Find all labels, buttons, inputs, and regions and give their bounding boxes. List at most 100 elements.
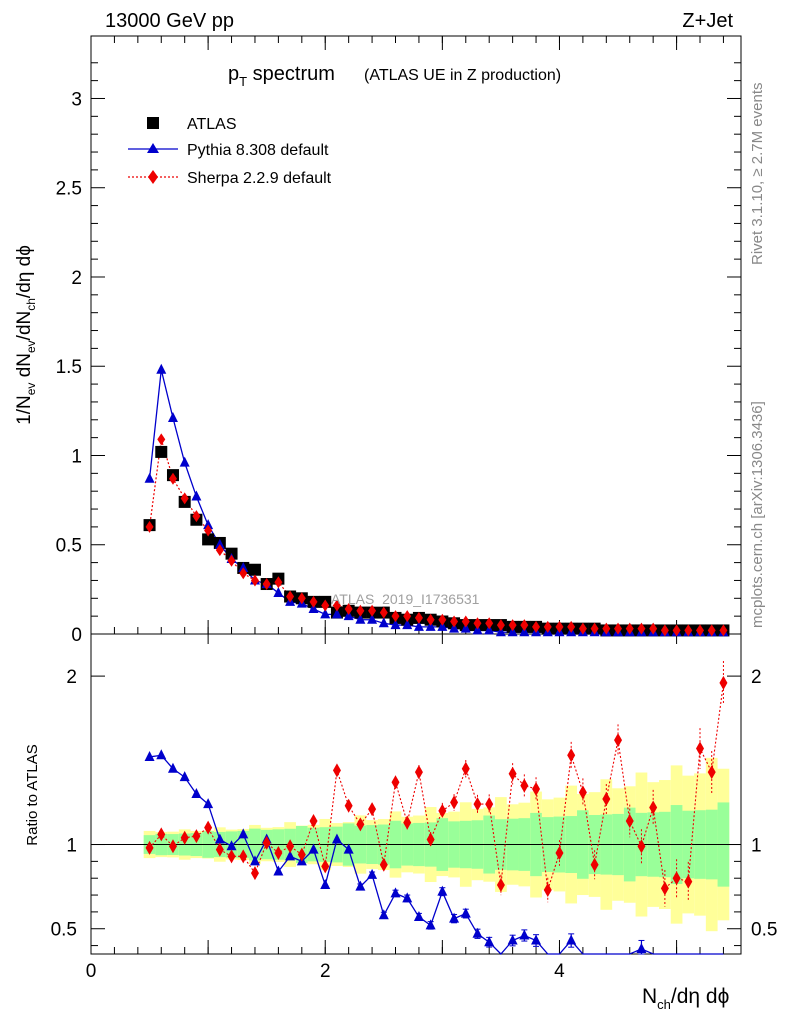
x-tick-label: 2 [320, 961, 331, 982]
sherpa-ratio-point [414, 765, 423, 780]
sherpa-ratio-point [614, 733, 623, 748]
pythia-point [472, 624, 483, 635]
sherpa-ratio-point [485, 797, 494, 812]
atlas-point [155, 445, 168, 458]
sherpa-point [719, 624, 728, 637]
sherpa-ratio-point [450, 795, 459, 810]
pythia-point [484, 624, 495, 635]
sherpa-point [426, 613, 435, 626]
ratio-tick-label-right: 2 [751, 667, 762, 688]
main-series [143, 363, 730, 637]
sherpa-ratio-point [532, 781, 541, 796]
sherpa-point [578, 622, 587, 635]
y-tick-label: 0 [71, 625, 82, 646]
pythia-ratio-point [214, 833, 225, 844]
sherpa-point [180, 492, 189, 505]
sherpa-point [309, 595, 318, 608]
pythia-ratio-point [355, 880, 366, 891]
y-tick-label: 1 [71, 446, 82, 467]
pythia-ratio-point [449, 912, 460, 923]
sherpa-ratio-point [496, 877, 505, 892]
pythia-ratio-point [167, 762, 178, 773]
sherpa-point [543, 620, 552, 633]
sherpa-point [332, 599, 341, 612]
pythia-ratio-point [519, 929, 530, 940]
x-tick-label: 4 [554, 961, 565, 982]
sherpa-point [602, 622, 611, 635]
pythia-ratio-point [273, 865, 284, 876]
pythia-point [144, 472, 155, 483]
sherpa-point [485, 617, 494, 630]
pythia-point [320, 608, 331, 619]
sherpa-point [274, 576, 283, 589]
sherpa-point [157, 433, 166, 446]
ratio-plot-frame [90, 633, 742, 955]
sherpa-ratio-point [332, 763, 341, 778]
pythia-ratio-point [531, 934, 542, 945]
sherpa-point [707, 624, 716, 637]
pythia-point [179, 456, 190, 467]
pythia-point [203, 519, 214, 530]
sherpa-point [286, 590, 295, 603]
sherpa-point [227, 554, 236, 567]
pythia-ratio-point [460, 907, 471, 918]
sherpa-ratio-point [590, 857, 599, 872]
pythia-point [214, 538, 225, 549]
pythia-ratio-point [226, 840, 237, 851]
mcplots-reference-text: mcplots.cern.ch [arXiv:1306.3436] [749, 401, 766, 628]
pythia-ratio-point [472, 927, 483, 938]
sherpa-point [637, 622, 646, 635]
sherpa-point [192, 510, 201, 523]
sherpa-ratio-point [625, 813, 634, 828]
pythia-point [308, 603, 319, 614]
sherpa-ratio-point [707, 765, 716, 780]
sherpa-ratio-point [578, 785, 587, 800]
sherpa-ratio-point [403, 815, 412, 830]
pythia-point [167, 412, 178, 423]
atlas-point [248, 563, 261, 576]
sherpa-point [204, 524, 213, 537]
sherpa-ratio-point [262, 835, 271, 850]
sherpa-ratio-point [274, 845, 283, 860]
sherpa-point [496, 619, 505, 632]
axis-ticks: 0 2 4 0 0.5 1 1.5 2 2.5 3 0.5 0.5 1 1 2 2 [51, 36, 777, 982]
pythia-point [402, 619, 413, 630]
sherpa-point [438, 613, 447, 626]
sherpa-point [672, 624, 681, 637]
y-tick-label: 3 [71, 89, 82, 110]
pythia-ratio-point [156, 749, 167, 760]
sherpa-ratio-point [637, 839, 646, 854]
sherpa-ratio-point [250, 866, 259, 881]
pythia-ratio-point [249, 855, 260, 866]
sherpa-point [215, 544, 224, 557]
sherpa-ratio-point [356, 817, 365, 832]
sherpa-ratio-point [426, 832, 435, 847]
pythia-ratio-point [413, 910, 424, 921]
sherpa-point [297, 592, 306, 605]
pythia-ratio-point [179, 771, 190, 782]
sherpa-ratio-point [649, 800, 658, 815]
sherpa-ratio-point [227, 849, 236, 864]
pythia-ratio-point [425, 919, 436, 930]
pythia-ratio-point [566, 934, 577, 945]
pythia-ratio-point [191, 788, 202, 798]
sherpa-point [379, 606, 388, 619]
pythia-ratio-point [507, 934, 518, 945]
pythia-point [413, 620, 424, 631]
sherpa-ratio-point [391, 775, 400, 790]
sherpa-point [649, 622, 658, 635]
sherpa-point [356, 604, 365, 617]
sherpa-point [344, 603, 353, 616]
pythia-point [519, 626, 530, 637]
sherpa-point [145, 520, 154, 533]
sherpa-ratio-point [719, 675, 728, 690]
pythia-ratio-point [390, 887, 401, 898]
sherpa-ratio-point [660, 881, 669, 896]
atlas-point [202, 533, 215, 546]
sherpa-ratio-point [215, 842, 224, 857]
y-tick-label: 0.5 [56, 536, 82, 557]
sherpa-point [625, 622, 634, 635]
sherpa-ratio-point [239, 849, 248, 864]
sherpa-ratio-point [543, 883, 552, 897]
